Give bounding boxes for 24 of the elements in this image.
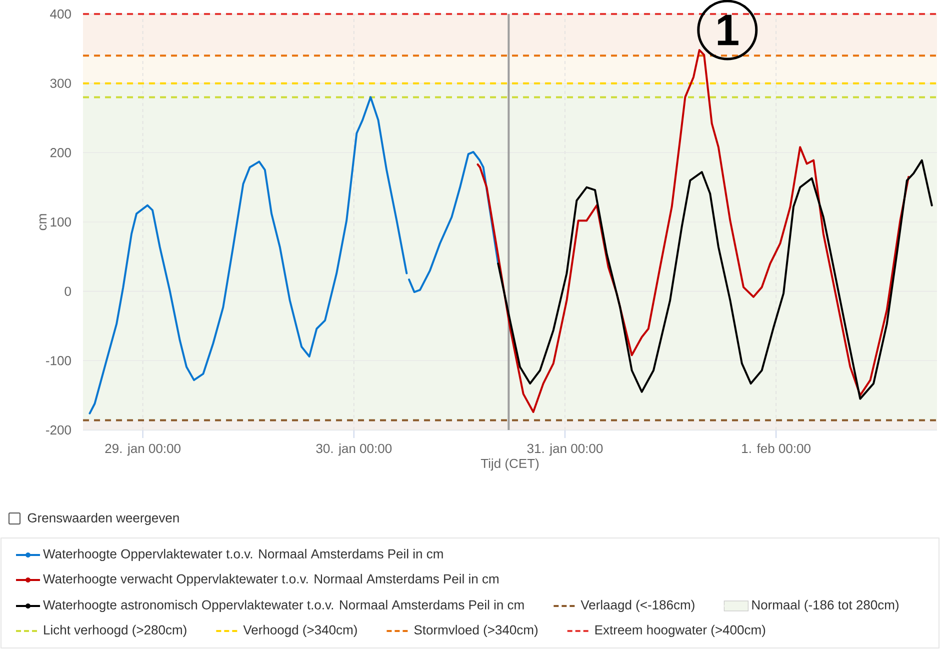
y-tick-label: -200 bbox=[46, 425, 71, 435]
y-tick-label: -100 bbox=[46, 356, 71, 366]
y-tick-label: 0 bbox=[64, 286, 71, 296]
y-tick-label: 300 bbox=[50, 78, 71, 88]
x-tick-label: 1. feb 00:00 bbox=[742, 444, 810, 454]
legend-label: Licht verhoogd (>280cm) bbox=[44, 624, 186, 638]
legend-label: Verhoogd (>340cm) bbox=[243, 624, 357, 638]
y-tick-label: 400 bbox=[50, 9, 71, 19]
x-tick-label: 29. jan 00:00 bbox=[105, 444, 180, 456]
annotation: 1 bbox=[718, 14, 738, 46]
text: Grenswaarden weergeven bbox=[28, 512, 179, 526]
legend-label: Extreem hoogwater (>400cm) bbox=[595, 624, 766, 638]
x-tick-label: 30. jan 00:00 bbox=[316, 444, 392, 456]
x-tick-label: 31. jan 00:00 bbox=[527, 444, 603, 456]
x-axis-title: Tijd (CET) bbox=[480, 458, 539, 471]
y-axis-title: cm bbox=[39, 214, 47, 230]
legend-label: Waterhoogte verwacht Oppervlaktewater t.o.v. Normaal Amsterdams Peil in cm bbox=[43, 574, 498, 586]
legend-label: Normaal (-186 tot 280cm) bbox=[752, 600, 898, 612]
y-tick-label: 200 bbox=[50, 148, 71, 158]
legend-label: Verlaagd (<-186cm) bbox=[580, 600, 694, 612]
legend-label: Waterhoogte Oppervlaktewater t.o.v. Normaal Amsterdams Peil in cm bbox=[43, 548, 443, 562]
legend-label: Stormvloed (>340cm) bbox=[414, 624, 538, 638]
legend-label: Waterhoogte astronomisch Oppervlaktewater t.o.v. Normaal Amsterdams Peil in cm bbox=[43, 600, 524, 612]
y-tick-label: 100 bbox=[50, 217, 71, 227]
